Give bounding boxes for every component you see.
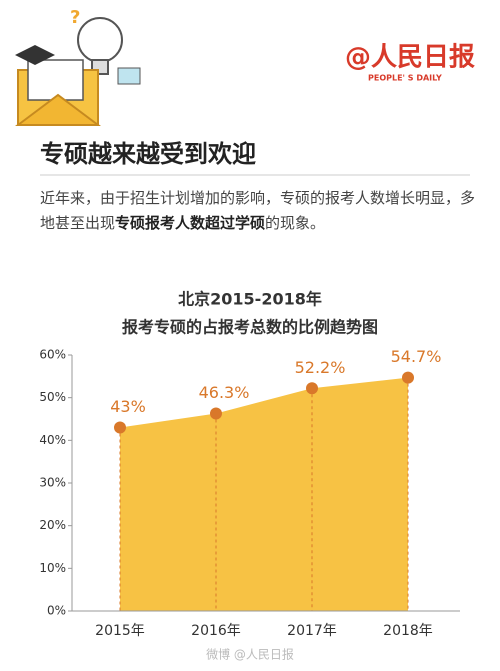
point [210, 407, 222, 420]
value-label: 54.7% [391, 347, 442, 366]
x-tick-label: 2018年 [383, 623, 433, 639]
heading: 专硕越来越受到欢迎 [40, 140, 256, 168]
y-tick-label: 60% [39, 348, 66, 362]
area [120, 377, 408, 611]
logo-sub: PEOPLE' S DAILY [368, 74, 442, 83]
illustration: ? [15, 7, 141, 126]
intro-bold: 专硕报考人数超过学硕 [115, 214, 266, 232]
y-tick-label: 50% [39, 390, 66, 404]
value-label: 43% [110, 397, 146, 416]
svg-text:?: ? [70, 7, 80, 28]
y-tick-label: 0% [47, 604, 66, 618]
x-tick-label: 2015年 [95, 623, 145, 639]
value-label: 46.3% [199, 383, 250, 402]
chart-subtitle: 报考专硕的占报考总数的比例趋势图 [122, 318, 378, 337]
x-tick-label: 2017年 [287, 623, 337, 639]
y-tick-label: 40% [39, 433, 66, 447]
point [402, 371, 414, 384]
point [306, 382, 318, 395]
y-tick-label: 30% [39, 476, 66, 490]
value-label: 52.2% [295, 358, 346, 377]
chart-title: 北京2015-2018年 [178, 290, 322, 309]
logo: @人民日报 [345, 42, 475, 73]
intro-text: 的现象。 [265, 214, 326, 232]
intro: 近年来，由于招生计划增加的影响，专硕的报考人数增长明显，多地甚至出现专硕报考人数… [40, 186, 480, 236]
intro-text: 近年来，由于招生计划增加的影响，专硕的报考人数增长明显，多地甚至出现 [40, 189, 476, 232]
watermark: 微博 @人民日报 [206, 647, 294, 662]
point [114, 421, 126, 434]
y-tick-label: 20% [39, 518, 66, 532]
x-tick-label: 2016年 [191, 623, 241, 639]
y-tick-label: 10% [39, 561, 66, 575]
